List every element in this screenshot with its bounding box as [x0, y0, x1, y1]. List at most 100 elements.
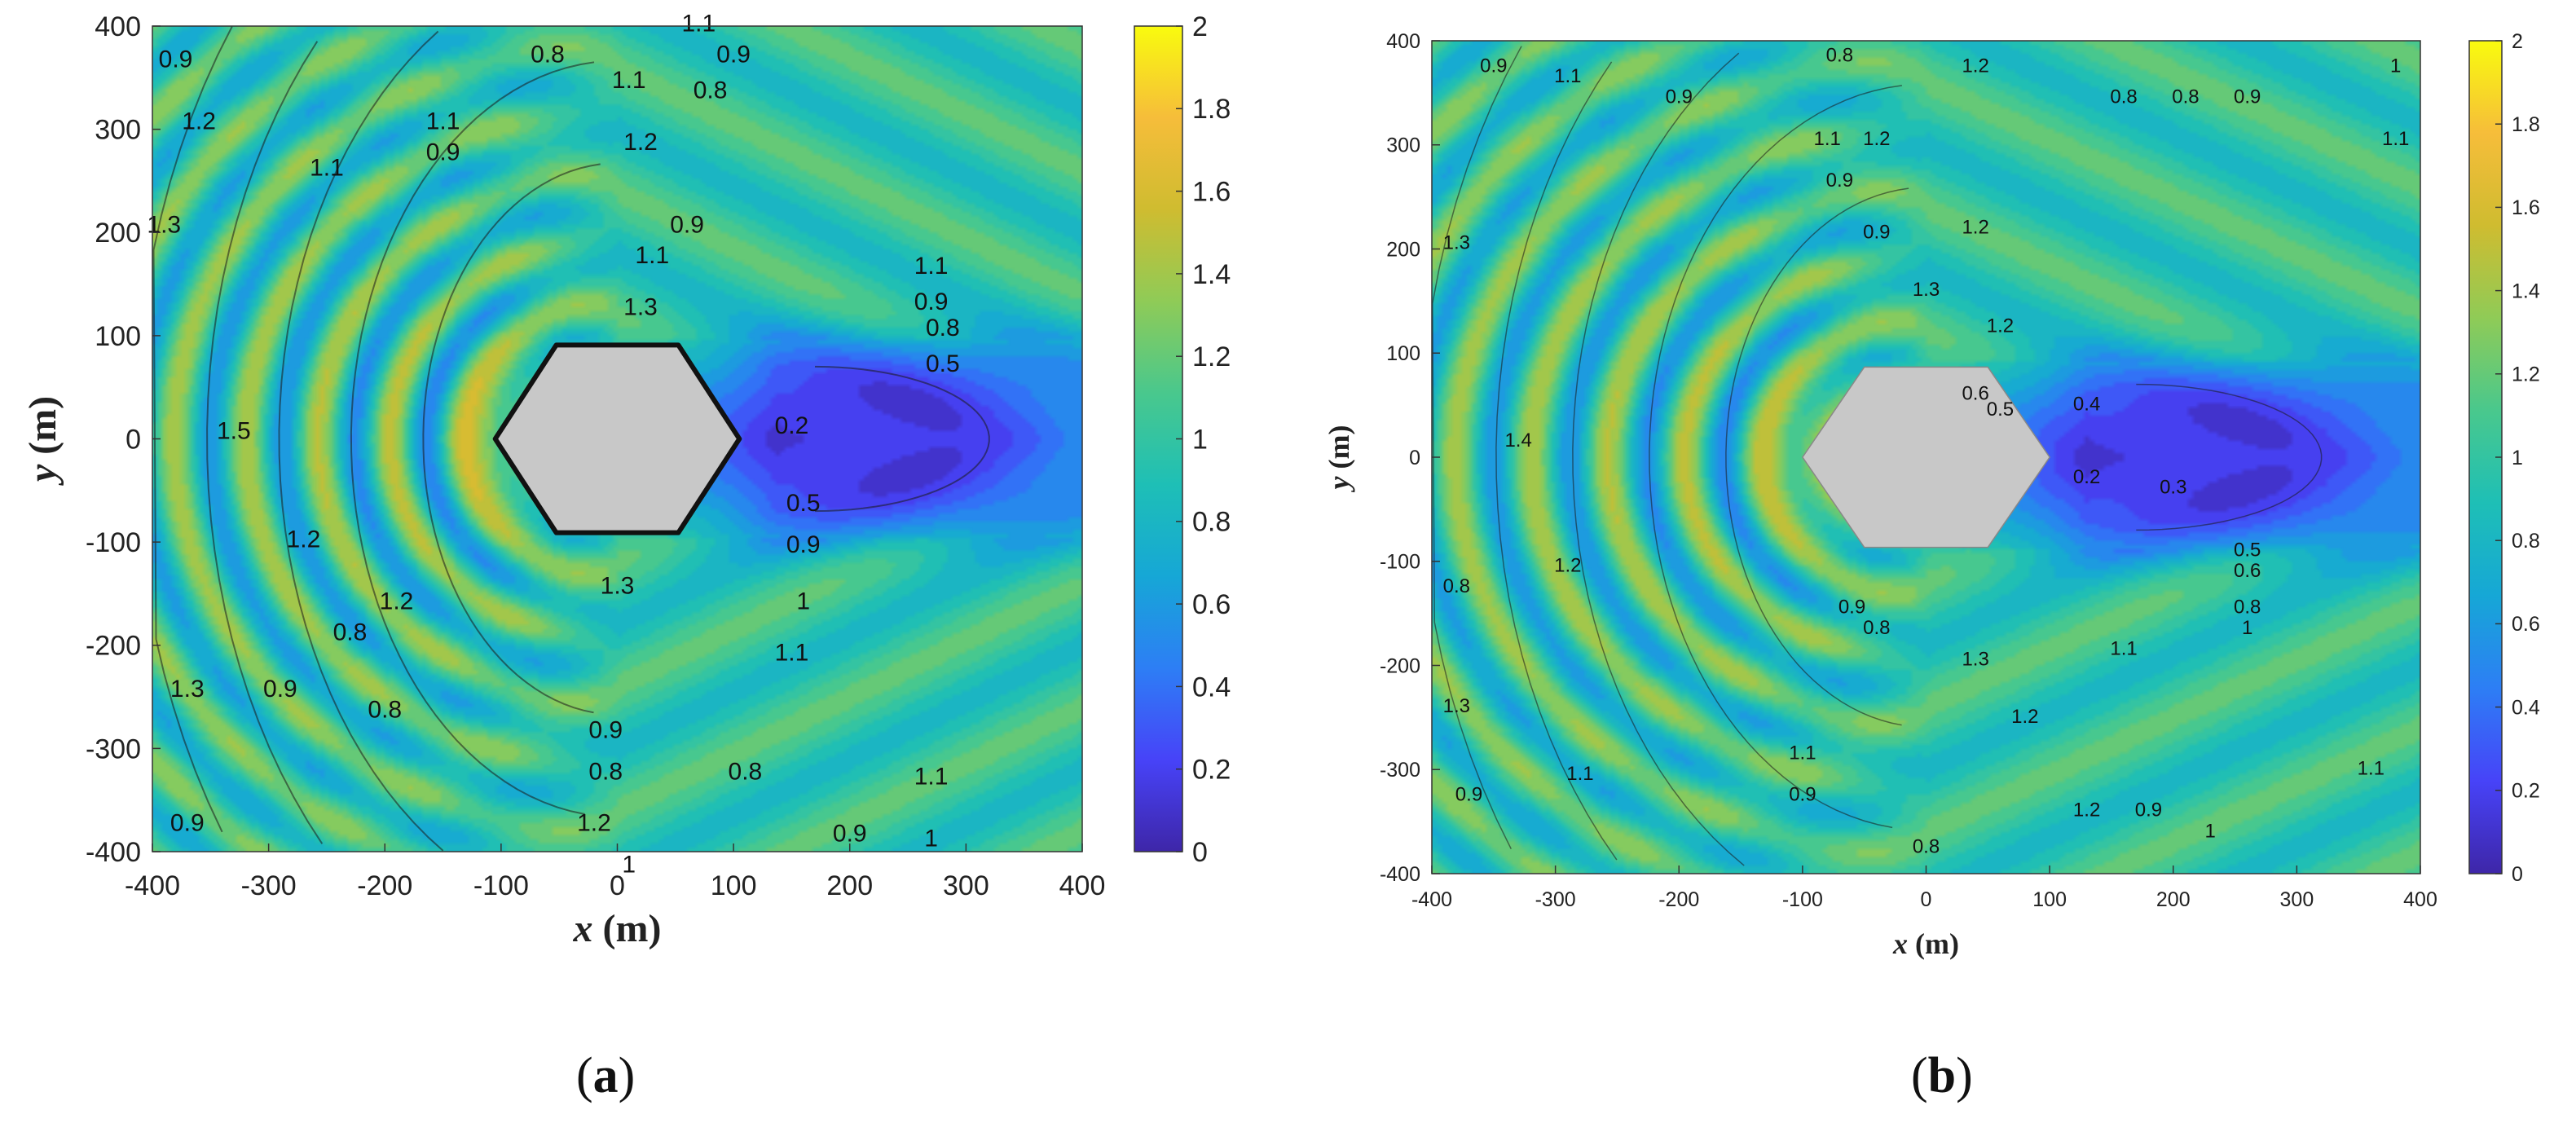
- contour-label: 0.9: [786, 531, 821, 558]
- colorbar-tick-label: 0.2: [2512, 780, 2540, 803]
- obstacle: [1802, 366, 2050, 548]
- x-tick-label: 200: [2156, 888, 2191, 911]
- y-tick-label: 0: [125, 424, 141, 455]
- chart-panel-b: 0.9 1.1 0.9 1.1 0.9 0.8 0.9 1.2 1.2 0.8 0.8 0.9 1 1.1…: [1288, 0, 2576, 1132]
- contour-label: 1.3: [1443, 232, 1470, 254]
- contour-label: 1.1: [612, 67, 646, 94]
- panel-label-a: a: [592, 1048, 619, 1103]
- panel-caption-b: (b): [1911, 1048, 1973, 1103]
- x-tick-label: -100: [1782, 888, 1823, 911]
- colorbar-tick-label: 2: [2512, 30, 2523, 53]
- contour-plot-b: 0.9 1.10.91.10.90.80.91.21.20.8 0.8 0.911.1…: [1323, 30, 2540, 960]
- contour-line: [2136, 383, 2323, 531]
- colorbar-tick-label: 1.2: [1192, 341, 1231, 372]
- contour-label: 0.8: [694, 77, 728, 104]
- contour-label: 1.1: [635, 242, 669, 269]
- contour-label: 1.2: [1863, 128, 1890, 150]
- contour-label: 1.2: [577, 810, 611, 837]
- y-tick-label: 300: [1386, 134, 1420, 157]
- y-tick-label: 100: [1386, 342, 1420, 365]
- y-tick-label: -100: [1380, 551, 1420, 574]
- colorbar-tick-label: 1.2: [2512, 363, 2540, 386]
- contour-label: 0.8: [333, 619, 368, 645]
- contour-label: 1: [2205, 820, 2216, 842]
- contour-label: 1.1: [914, 764, 949, 791]
- y-tick-label: -300: [1380, 759, 1420, 782]
- contour-label: 1.3: [601, 572, 635, 599]
- contour-label: 0.2: [2073, 466, 2100, 488]
- colorbar-tick-label: 2: [1192, 11, 1208, 42]
- contour-label: 0.9: [716, 41, 751, 68]
- contour-label: 1.2: [1962, 216, 1988, 238]
- contour-line: [278, 30, 444, 852]
- contour-label: 0.8: [588, 758, 623, 785]
- contour-label: 1.2: [380, 588, 414, 614]
- contour-label: 0.3: [2160, 477, 2186, 499]
- contour-plot-a: 0.81.11.21.10.90.80.91.11.31.10.90.80.50…: [21, 10, 1231, 950]
- x-tick-label: -400: [1411, 888, 1452, 911]
- contour-label: 0.8: [2234, 597, 2261, 619]
- contour-label: 0.8: [926, 315, 960, 341]
- contour-label: 0.9: [1666, 86, 1693, 108]
- contour-line: [1432, 46, 1522, 850]
- colorbar-tick-label: 1: [2512, 447, 2523, 469]
- x-tick-label: 400: [1059, 870, 1106, 901]
- y-tick-label: 200: [1386, 238, 1420, 261]
- contour-label: 1.5: [217, 418, 251, 445]
- chart-panel-a: 0.8 1.1 1.2 1.1 0.9 0.8 0.9 1.1 1.3 1.1 0.9 0.8 0.5 0…: [21, 10, 1231, 950]
- x-tick-label: 100: [2032, 888, 2067, 911]
- contour-label: 1.3: [1962, 649, 1988, 671]
- contour-labels: 0.9 1.10.91.10.90.80.91.21.20.8 0.8 0.911.1…: [1443, 45, 2410, 858]
- contour-label: 0.9: [426, 139, 460, 166]
- contour-label: 0.9: [159, 46, 193, 73]
- contour-lines: [152, 26, 990, 852]
- colorbar: 0 0.2 0.4 0.6 0.8 1 1.2 1.4 1.6 1.8 2: [1134, 11, 1231, 868]
- contour-label: 1.3: [170, 676, 205, 703]
- colorbar-tick-label: 1.4: [1192, 259, 1231, 290]
- contour-label: 1.1: [426, 108, 460, 135]
- contour-label: 1.1: [914, 253, 949, 280]
- colorbar-tick-label: 0.4: [1192, 672, 1231, 703]
- contour-line: [1649, 85, 1903, 829]
- y-tick-label: -400: [1380, 863, 1420, 886]
- colorbar: 0 0.2 0.4 0.6 0.8 1 1.2 1.4 1.6 1.8 2: [2468, 30, 2540, 886]
- contour-label: 0.8: [1443, 575, 1470, 597]
- contour-label: 0.8: [531, 41, 565, 68]
- y-tick-label: 300: [95, 115, 141, 146]
- contour-label: 0.9: [1480, 55, 1507, 77]
- y-tick-label: -200: [1380, 654, 1420, 677]
- contour-label: 0.9: [670, 211, 704, 238]
- contour-label: 1.1: [2358, 758, 2384, 780]
- contour-label: 1.2: [623, 129, 658, 156]
- contour-label: 0.4: [2073, 394, 2100, 416]
- colorbar-tick-label: 1: [1192, 424, 1208, 455]
- contour-label: 1.2: [1554, 555, 1581, 577]
- contour-label: 1.2: [182, 108, 216, 135]
- colorbar-tick-label: 1.8: [2512, 113, 2540, 136]
- contour-label: 1.3: [623, 294, 658, 321]
- contour-lines: [1432, 46, 2323, 866]
- x-tick-label: 400: [2403, 888, 2437, 911]
- contour-label: 0.8: [1913, 835, 1940, 857]
- contour-label: 0.8: [1863, 617, 1890, 639]
- contour-label: 1.1: [775, 640, 809, 667]
- y-tick-label: 0: [1409, 447, 1420, 469]
- contour-label: 0.9: [1838, 597, 1865, 619]
- x-axis: -400 -300 -200 -100 0 100 200 300 400: [125, 843, 1105, 901]
- contour-label: 0.9: [2234, 86, 2261, 108]
- y-axis-label: y (m): [21, 396, 64, 486]
- y-tick-label: -300: [86, 733, 141, 764]
- contour-labels: 0.81.11.21.10.90.80.91.11.31.10.90.80.50…: [147, 10, 959, 878]
- x-tick-label: 300: [943, 870, 989, 901]
- contour-label: 0.5: [926, 350, 960, 377]
- colorbar-tick-label: 1.4: [2512, 280, 2540, 302]
- contour-label: 0.9: [914, 289, 949, 315]
- contour-line: [422, 163, 601, 714]
- contour-label: 0.9: [1826, 170, 1853, 192]
- y-tick-label: 400: [1386, 30, 1420, 53]
- x-axis: -400 -300 -200 -100 0 100 200 300 400: [1411, 866, 2437, 911]
- contour-label: 1.2: [1962, 55, 1988, 77]
- x-axis-label: x (m): [573, 907, 662, 950]
- contour-line: [1495, 61, 1618, 861]
- contour-label: 1.3: [1913, 279, 1940, 301]
